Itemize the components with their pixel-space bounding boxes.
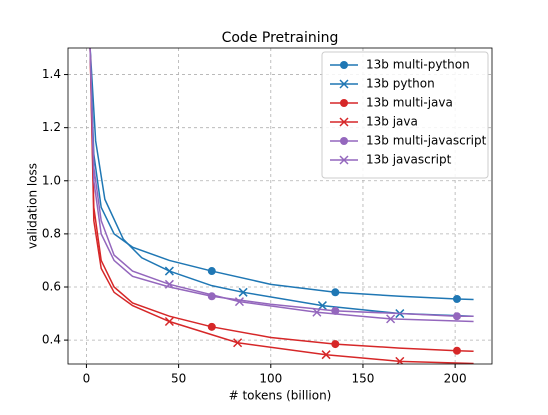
legend-marker (339, 79, 349, 89)
y-tick-label: 0.6 (42, 279, 61, 293)
marker (395, 356, 405, 364)
legend-label: 13b multi-javascript (366, 134, 487, 148)
line (89, 48, 474, 364)
x-tick-label: 100 (259, 372, 282, 386)
marker (321, 350, 331, 360)
y-tick-label: 1.2 (42, 120, 61, 134)
y-axis-label: validation loss (26, 163, 40, 249)
marker (386, 314, 396, 324)
x-tick-label: 50 (171, 372, 186, 386)
legend-label: 13b multi-python (366, 58, 470, 72)
y-tick-label: 1.0 (42, 173, 61, 187)
marker (317, 301, 327, 311)
marker (164, 279, 174, 289)
marker (331, 340, 340, 349)
y-tick-label: 1.4 (42, 67, 61, 81)
legend-marker (339, 155, 349, 165)
grid (68, 48, 492, 364)
legend-label: 13b java (366, 115, 418, 129)
marker (164, 266, 174, 276)
line (89, 48, 474, 301)
legend: 13b multi-python 13b python 13b multi-java… (321, 51, 489, 179)
marker (207, 267, 216, 276)
x-tick-label: 200 (444, 372, 467, 386)
legend-label: 13b python (366, 77, 435, 91)
marker (233, 338, 243, 348)
y-tick-label: 0.4 (42, 333, 61, 347)
legend-box (321, 51, 489, 179)
legend-label: 13b multi-java (366, 96, 453, 110)
line (89, 48, 474, 317)
x-tick-label: 0 (83, 372, 91, 386)
marker (234, 297, 244, 307)
marker (452, 312, 461, 321)
legend-marker (340, 137, 348, 145)
x-axis-label: # tokens (billion) (229, 389, 332, 403)
legend-marker (340, 61, 348, 69)
chart-title: Code Pretraining (222, 30, 339, 46)
y-tick-label: 0.8 (42, 226, 61, 240)
legend-marker (340, 99, 348, 107)
marker (207, 322, 216, 331)
marker (312, 307, 322, 317)
marker (238, 287, 248, 297)
marker (452, 346, 461, 355)
marker (164, 316, 174, 327)
x-tick-label: 150 (352, 372, 375, 386)
legend-marker (339, 117, 349, 127)
marker (331, 306, 340, 315)
marker (452, 294, 461, 303)
plot-area (89, 48, 474, 364)
line (89, 48, 474, 353)
legend-label: 13b javascript (366, 153, 452, 167)
plot-frame (67, 47, 493, 365)
line (89, 48, 474, 323)
marker (331, 288, 340, 297)
